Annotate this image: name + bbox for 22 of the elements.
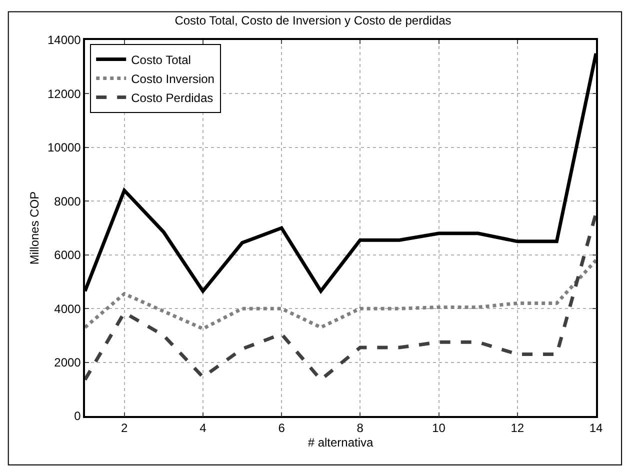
y-tick-label: 4000 [54, 302, 82, 316]
y-tick-label: 12000 [47, 86, 82, 101]
y-tick-label: 2000 [54, 355, 82, 370]
x-tick-label: 14 [589, 421, 603, 436]
y-tick-label: 14000 [47, 33, 82, 48]
x-tick-label: 8 [356, 421, 364, 436]
line-series [85, 258, 596, 330]
x-tick-label: 6 [278, 421, 286, 436]
legend-label: Costo Inversion [131, 72, 214, 86]
y-tick-label: 0 [74, 409, 82, 424]
y-axis-title: Millones COP [27, 191, 42, 265]
chart-title: Costo Total, Costo de Inversion y Costo de perdidas [174, 14, 452, 28]
x-tick-label: 4 [200, 421, 207, 436]
x-tick-label: 10 [432, 421, 446, 436]
legend-label: Costo Perdidas [131, 90, 214, 105]
legend-label: Costo Total [131, 52, 191, 67]
y-tick-label: 10000 [47, 140, 82, 155]
x-axis-title: # alternativa [308, 436, 374, 450]
x-tick-label: 12 [510, 421, 524, 436]
y-tick-label: 6000 [54, 248, 82, 262]
x-tick-label: 2 [120, 421, 128, 436]
y-tick-label: 8000 [54, 194, 82, 208]
